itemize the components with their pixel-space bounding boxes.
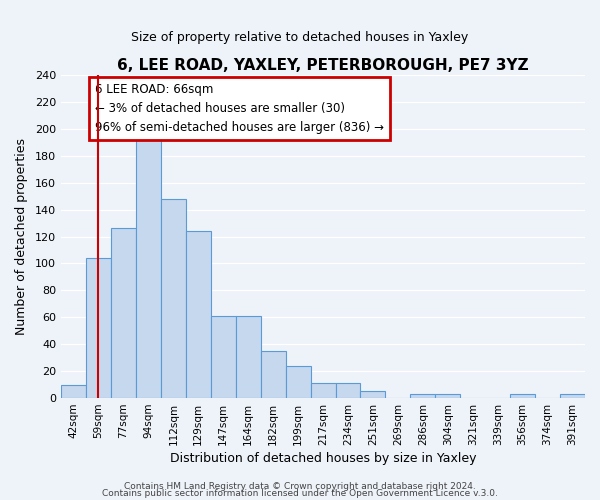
Bar xyxy=(260,351,286,398)
Text: 6 LEE ROAD: 66sqm
← 3% of detached houses are smaller (30)
96% of semi-detached : 6 LEE ROAD: 66sqm ← 3% of detached house… xyxy=(95,83,384,134)
Bar xyxy=(236,316,260,398)
Bar xyxy=(161,199,186,398)
Bar xyxy=(335,384,361,398)
Y-axis label: Number of detached properties: Number of detached properties xyxy=(15,138,28,335)
Text: Contains public sector information licensed under the Open Government Licence v.: Contains public sector information licen… xyxy=(102,489,498,498)
Bar xyxy=(311,384,335,398)
Bar xyxy=(136,130,161,398)
Text: Size of property relative to detached houses in Yaxley: Size of property relative to detached ho… xyxy=(131,31,469,44)
Bar xyxy=(286,366,311,398)
Bar xyxy=(436,394,460,398)
Bar xyxy=(510,394,535,398)
Bar xyxy=(111,228,136,398)
Bar xyxy=(410,394,436,398)
Bar xyxy=(560,394,585,398)
Bar xyxy=(361,392,385,398)
Bar xyxy=(186,231,211,398)
Text: Contains HM Land Registry data © Crown copyright and database right 2024.: Contains HM Land Registry data © Crown c… xyxy=(124,482,476,491)
Bar xyxy=(86,258,111,398)
X-axis label: Distribution of detached houses by size in Yaxley: Distribution of detached houses by size … xyxy=(170,452,476,465)
Title: 6, LEE ROAD, YAXLEY, PETERBOROUGH, PE7 3YZ: 6, LEE ROAD, YAXLEY, PETERBOROUGH, PE7 3… xyxy=(117,58,529,72)
Bar xyxy=(61,384,86,398)
Bar xyxy=(211,316,236,398)
